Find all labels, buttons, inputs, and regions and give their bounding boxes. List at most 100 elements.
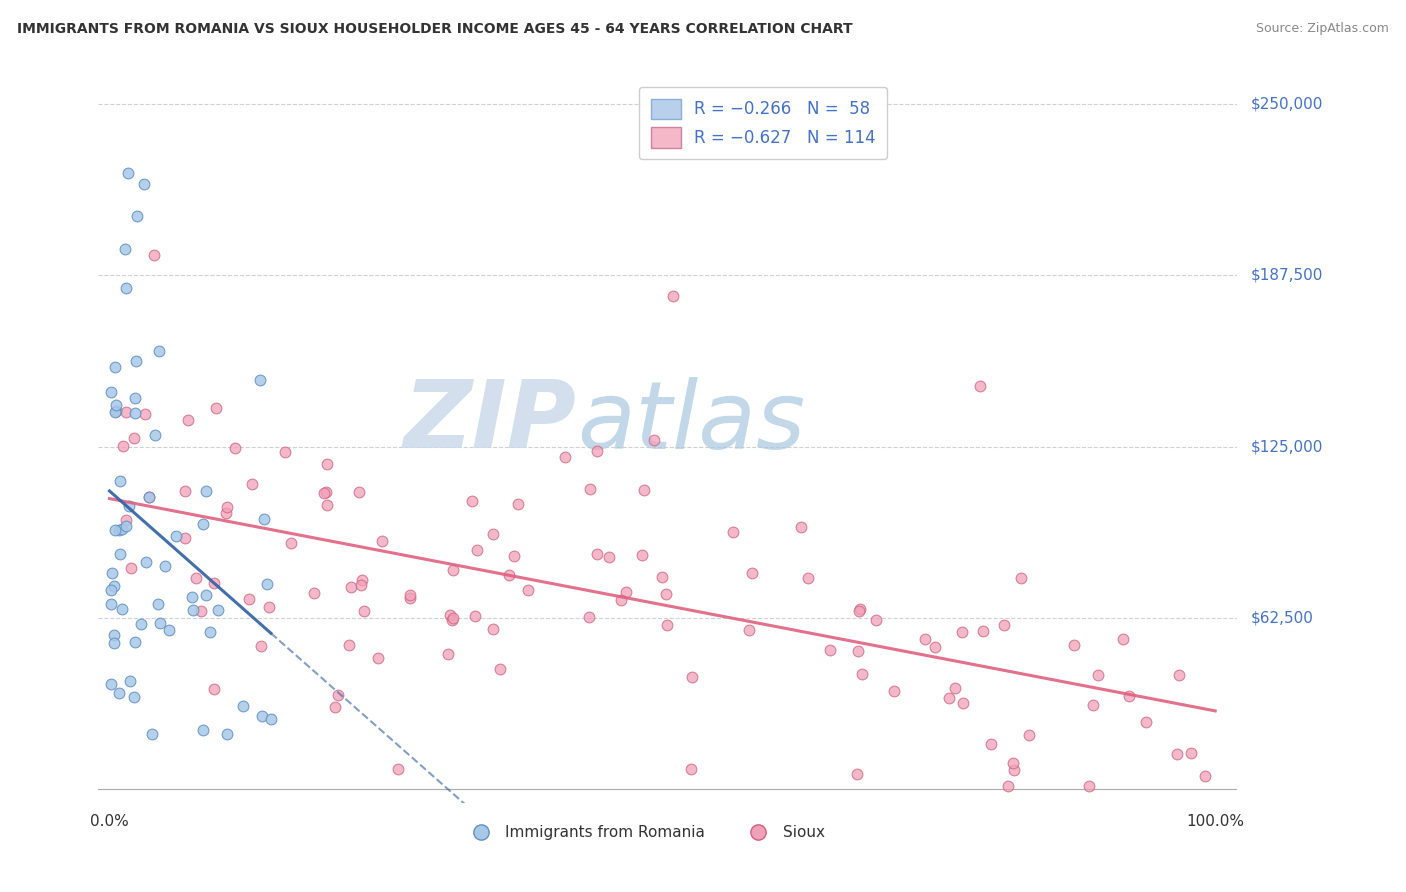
Point (186, 571, 208, 585)
Point (215, 506, 238, 520)
Point (350, 578, 373, 592)
Point (738, 623, 761, 637)
Point (103, 579, 125, 593)
Point (142, 248, 165, 262)
Point (465, 543, 488, 558)
Point (104, 359, 127, 374)
Point (181, 603, 204, 617)
Point (969, 379, 991, 393)
Point (124, 354, 146, 368)
Point (633, 483, 655, 497)
Text: atlas: atlas (576, 377, 806, 468)
Point (224, 441, 246, 455)
Point (643, 433, 665, 447)
Point (339, 580, 361, 594)
Point (180, 590, 202, 604)
Point (100, 583, 122, 598)
Text: IMMIGRANTS FROM ROMANIA VS SIOUX HOUSEHOLDER INCOME AGES 45 - 64 YEARS CORRELATI: IMMIGRANTS FROM ROMANIA VS SIOUX HOUSEHO… (17, 22, 852, 37)
Point (114, 513, 136, 527)
Point (938, 691, 960, 706)
Point (721, 525, 744, 540)
Point (1112, 632, 1135, 646)
Point (146, 597, 169, 611)
Point (997, 780, 1019, 794)
Point (741, 566, 763, 580)
Point (387, 762, 409, 776)
Point (914, 632, 936, 646)
Point (108, 686, 131, 700)
Point (101, 566, 124, 580)
Point (124, 406, 146, 420)
Point (1077, 779, 1099, 793)
Point (614, 585, 637, 599)
Point (398, 588, 420, 602)
Point (1002, 756, 1025, 771)
Point (367, 651, 389, 665)
Point (316, 499, 339, 513)
Point (883, 684, 905, 698)
Point (260, 713, 283, 727)
Point (280, 535, 302, 549)
Point (598, 549, 620, 564)
Point (1135, 715, 1157, 730)
Point (651, 570, 673, 584)
Point (111, 602, 134, 616)
Point (1018, 728, 1040, 742)
Point (124, 690, 146, 704)
Text: Source: ZipAtlas.com: Source: ZipAtlas.com (1256, 22, 1389, 36)
Point (323, 699, 346, 714)
Point (585, 443, 607, 458)
Point (195, 483, 218, 498)
Point (250, 639, 273, 653)
Point (339, 638, 361, 652)
Point (240, 476, 263, 491)
Point (165, 529, 187, 543)
Point (120, 561, 142, 575)
Point (124, 635, 146, 649)
Point (489, 661, 512, 675)
Point (952, 696, 974, 710)
Text: ZIP: ZIP (404, 376, 576, 468)
Point (135, 555, 157, 569)
Point (865, 614, 887, 628)
Point (464, 609, 486, 624)
Point (371, 534, 394, 549)
Point (141, 727, 163, 741)
Point (115, 405, 138, 419)
Point (681, 670, 703, 684)
Point (439, 607, 461, 622)
Point (100, 677, 122, 691)
Point (326, 688, 349, 702)
Text: $125,000: $125,000 (1251, 439, 1323, 454)
Point (441, 563, 464, 577)
Point (122, 432, 145, 446)
Point (1168, 667, 1191, 681)
Point (132, 177, 155, 191)
Point (818, 642, 841, 657)
Point (1083, 698, 1105, 712)
Point (114, 519, 136, 533)
Point (314, 485, 336, 500)
Point (679, 762, 702, 776)
Point (202, 576, 225, 591)
Point (441, 611, 464, 625)
Point (131, 616, 153, 631)
Point (790, 520, 813, 534)
Point (105, 403, 128, 417)
Point (138, 490, 160, 504)
Point (657, 618, 679, 632)
Text: $62,500: $62,500 (1251, 610, 1315, 625)
Point (797, 571, 820, 585)
Point (217, 500, 239, 514)
Point (1063, 638, 1085, 652)
Point (108, 548, 131, 562)
Point (993, 618, 1015, 632)
Point (316, 458, 339, 472)
Point (104, 398, 127, 412)
Point (655, 587, 678, 601)
Point (353, 604, 375, 618)
Point (848, 603, 870, 617)
Point (924, 640, 946, 655)
Point (846, 643, 869, 657)
Point (115, 281, 138, 295)
